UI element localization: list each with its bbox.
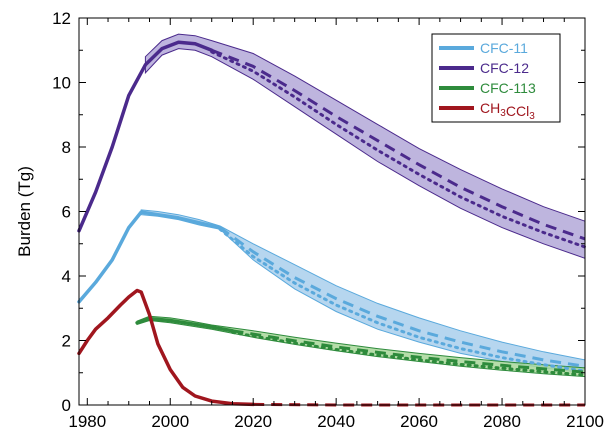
x-tick-label: 2040	[317, 412, 355, 431]
y-tick-label: 6	[62, 203, 71, 222]
x-tick-label: 1980	[68, 412, 106, 431]
legend-label-cfc12: CFC-12	[480, 60, 529, 76]
cfc12-projection-dotted-line	[210, 50, 587, 249]
cfc12-observed-line	[77, 40, 214, 233]
y-tick-label: 12	[52, 9, 71, 28]
cfc11-projection-dashed-line	[219, 226, 586, 368]
cfc113-observed-line	[135, 316, 235, 333]
y-tick-label: 10	[52, 74, 71, 93]
legend-label-cfc113: CFC-113	[480, 80, 536, 96]
x-tick-label: 2080	[483, 412, 521, 431]
axis-ticks: 0 2 4 6 8 10 12 1980 2000 2020 2040 2060 2080 2100	[52, 9, 604, 431]
legend: CFC-11 CFC-12 CFC-113 CH3CCl3	[431, 33, 561, 123]
legend-label-ch3ccl3: CH3CCl3	[480, 100, 535, 122]
x-tick-label: 2100	[566, 412, 604, 431]
cfc113-projection-dotted-line	[231, 330, 587, 377]
y-tick-label: 2	[62, 332, 71, 351]
cfc12-projection-dashed-line	[211, 48, 586, 241]
y-tick-label: 0	[62, 396, 71, 415]
x-tick-label: 2060	[400, 412, 438, 431]
y-tick-label: 8	[62, 138, 71, 157]
cfc11-observed-line	[77, 210, 222, 304]
y-axis-title: Burden (Tg)	[15, 166, 34, 257]
y-tick-label: 4	[62, 267, 71, 286]
cfc11-projection-dotted-line	[218, 227, 587, 373]
x-tick-label: 2020	[234, 412, 272, 431]
cfc113-projection-dashed-line	[232, 329, 586, 374]
ch3ccl3-observed-line	[77, 288, 255, 407]
legend-label-cfc11: CFC-11	[480, 40, 528, 56]
x-tick-label: 2000	[151, 412, 189, 431]
